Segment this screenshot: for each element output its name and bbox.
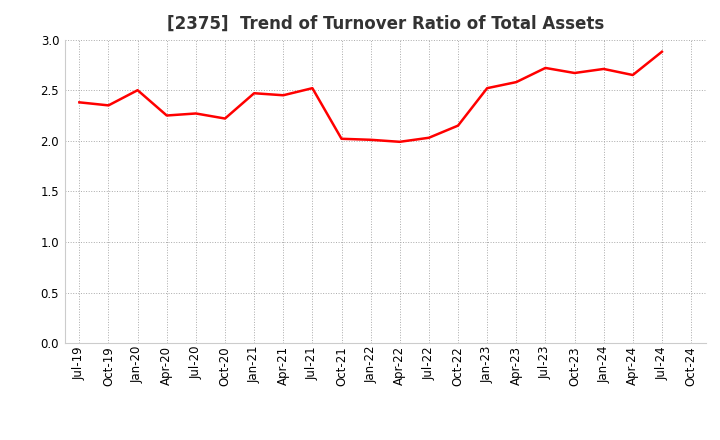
- Title: [2375]  Trend of Turnover Ratio of Total Assets: [2375] Trend of Turnover Ratio of Total …: [166, 15, 604, 33]
